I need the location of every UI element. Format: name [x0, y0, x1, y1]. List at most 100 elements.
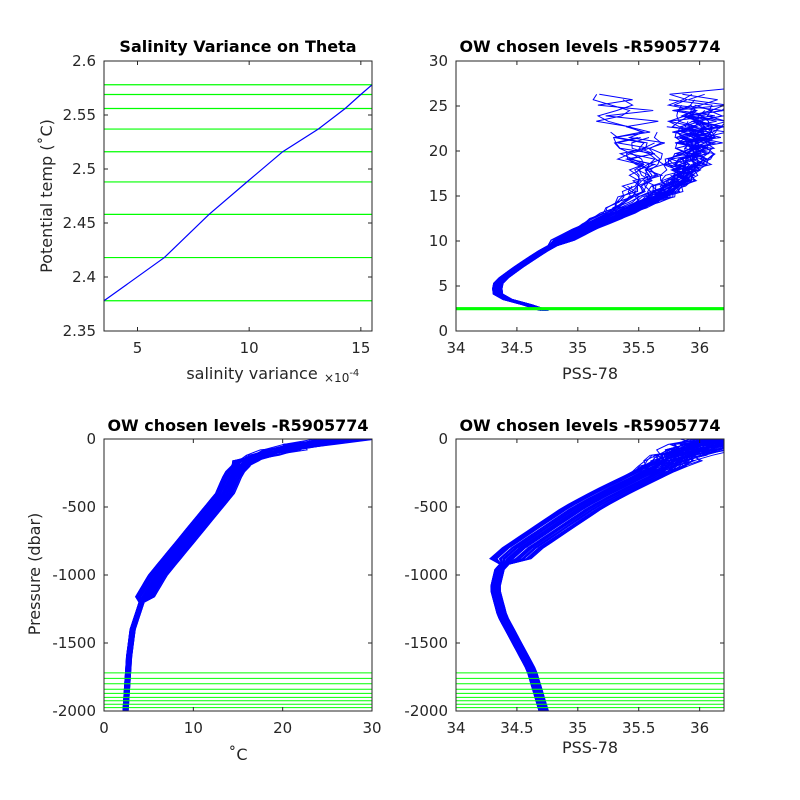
panel-3-xlabel: ˚C: [228, 745, 247, 764]
panel-4-ytick-label: -2000: [404, 702, 448, 720]
panel-1-ytick-label: 2.35: [63, 322, 96, 340]
panel-2-xtick-label: 34: [446, 339, 465, 357]
ts-profile: [501, 207, 636, 311]
panel-3-plot-area: 0 10 20 30 -2000 -1500 -1000 -500 0: [52, 430, 381, 737]
temp-profile: [125, 439, 331, 711]
panel-3-xtick-label: 30: [362, 719, 381, 737]
panel-4-axes-box: [455, 438, 725, 712]
panel-4-ytick-label: -1000: [404, 566, 448, 584]
panel-salinity-variance: Salinity Variance on Theta 5 10 15 2.35 2.4 2…: [37, 37, 373, 385]
variance-line: [103, 84, 373, 302]
salinity-profile: [492, 439, 709, 711]
panel-3-xtick-label: 0: [99, 719, 109, 737]
panel-3-ytick-label: -500: [62, 498, 96, 516]
salinity-profile: [491, 439, 691, 711]
panel-3-axes-box: [103, 438, 373, 712]
temp-profile: [126, 439, 368, 711]
salinity-profile: [496, 439, 724, 711]
panel-theta-salinity: OW chosen levels -R5905774 34 34.5 35 35.5 3…: [429, 37, 725, 383]
ts-profile: [493, 99, 701, 311]
salinity-profile: [491, 439, 710, 711]
salinity-profile: [492, 439, 704, 711]
salinity-profile: [491, 439, 706, 711]
salinity-profile: [499, 439, 724, 711]
ts-profile: [497, 191, 670, 311]
ts-profile: [500, 196, 673, 311]
panel-4-xtick-label: 36: [690, 719, 709, 737]
panel-2-ytick-label: 30: [429, 52, 448, 70]
ts-profile: [493, 137, 645, 311]
ts-profile: [492, 110, 702, 311]
panel-4-xtick-label: 35.5: [622, 719, 655, 737]
ts-profile: [500, 153, 713, 311]
salinity-profile: [494, 444, 724, 711]
panel-1-xtick-label: 15: [351, 339, 370, 357]
salinity-profile: [490, 439, 714, 711]
panel-2-ytick-label: 0: [438, 322, 448, 340]
salinity-profile: [498, 439, 724, 711]
panel-4-title: OW chosen levels -R5905774: [459, 416, 720, 435]
ts-profile: [496, 207, 639, 311]
ts-profile: [495, 137, 708, 311]
salinity-profile: [489, 439, 700, 711]
salinity-profile: [491, 439, 705, 711]
ts-profile: [499, 212, 626, 311]
panel-2-xtick-label: 35: [568, 339, 587, 357]
panel-2-ytick-label: 5: [438, 277, 448, 295]
panel-4-ytick-label: -500: [414, 498, 448, 516]
panel-1-ytick-label: 2.4: [72, 268, 96, 286]
salinity-profile: [490, 439, 719, 711]
temp-profile: [126, 439, 328, 711]
ts-profile: [493, 131, 648, 311]
temp-profile: [122, 439, 319, 711]
panel-1-title: Salinity Variance on Theta: [119, 37, 356, 56]
panel-2-axes-box: [455, 60, 725, 332]
panel-4-ytick-label: -1500: [404, 634, 448, 652]
ts-profile: [495, 93, 718, 311]
panel-3-ytick-label: -1000: [52, 566, 96, 584]
panel-2-ytick-label: 25: [429, 97, 448, 115]
ts-profile: [495, 104, 708, 311]
panel-4-ytick-label: 0: [438, 430, 448, 448]
panel-2-plot-area: 34 34.5 35 35.5 36 0 5 10 15 20 25 30: [429, 52, 725, 357]
panel-temperature-pressure: OW chosen levels -R5905774 0 10 20 30 -2000 -…: [25, 416, 382, 764]
salinity-profile: [489, 439, 699, 711]
ts-profile: [496, 142, 657, 311]
temp-profile: [124, 439, 345, 711]
ts-profile: [496, 137, 656, 311]
panel-salinity-pressure: OW chosen levels -R5905774 34 34.5 35 35.5 3…: [404, 416, 725, 757]
ts-profile: [500, 131, 663, 311]
panel-1-ytick-label: 2.6: [72, 52, 96, 70]
panel-3-xtick-label: 20: [273, 719, 292, 737]
panel-1-x-exponent: ×10-4: [324, 368, 359, 385]
panel-2-ytick-label: 10: [429, 232, 448, 250]
panel-2-xtick-label: 35.5: [622, 339, 655, 357]
ts-profile: [501, 218, 619, 311]
panel-2-profiles: [492, 88, 724, 311]
panel-1-axes-box: [103, 60, 373, 332]
panel-3-ytick-label: 0: [86, 430, 96, 448]
panel-3-ytick-label: -2000: [52, 702, 96, 720]
panel-4-xtick-label: 35: [568, 719, 587, 737]
panel-1-plot-area: 5 10 15 2.35 2.4 2.45 2.5 2.55 2.6: [63, 52, 373, 357]
panel-3-ylabel: Pressure (dbar): [25, 513, 44, 636]
salinity-profile: [497, 439, 724, 711]
temp-profile: [126, 439, 372, 711]
panel-4-profiles: [489, 439, 724, 711]
salinity-profile: [491, 439, 709, 711]
panel-2-xlabel: PSS-78: [562, 364, 618, 383]
panel-2-title: OW chosen levels -R5905774: [459, 37, 720, 56]
ts-profile: [498, 196, 661, 311]
ts-profile: [493, 218, 605, 311]
panel-1-ylabel: Potential temp (˚C): [37, 119, 56, 273]
panel-4-xlabel: PSS-78: [562, 738, 618, 757]
panel-2-xtick-label: 36: [690, 339, 709, 357]
panel-3-xtick-label: 10: [184, 719, 203, 737]
ts-profile: [494, 164, 689, 311]
ts-profile: [495, 153, 697, 311]
panel-1-ytick-label: 2.55: [63, 106, 96, 124]
panel-4-xtick-label: 34.5: [500, 719, 533, 737]
panel-1-xlabel: salinity variance: [186, 364, 317, 383]
ts-profile: [492, 223, 586, 311]
